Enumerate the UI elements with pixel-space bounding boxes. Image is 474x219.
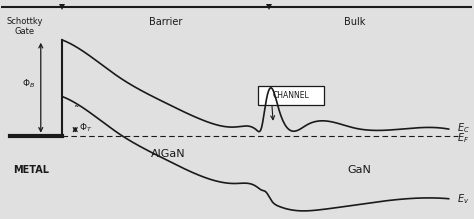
Text: $\Phi_B$: $\Phi_B$ <box>22 77 35 90</box>
Text: CHANNEL: CHANNEL <box>272 91 309 100</box>
Text: AlGaN: AlGaN <box>151 149 185 159</box>
Text: $E_C$: $E_C$ <box>457 121 470 135</box>
FancyBboxPatch shape <box>258 86 324 105</box>
Text: Bulk: Bulk <box>344 17 365 27</box>
Text: GaN: GaN <box>347 165 371 175</box>
Text: $E_F$: $E_F$ <box>457 131 469 145</box>
Text: $E_v$: $E_v$ <box>457 192 469 206</box>
Text: $\Phi_T$: $\Phi_T$ <box>79 122 92 134</box>
Text: Schottky
Gate: Schottky Gate <box>6 17 43 36</box>
Text: METAL: METAL <box>13 165 49 175</box>
Text: ˜: ˜ <box>74 106 80 116</box>
Text: Barrier: Barrier <box>149 17 182 27</box>
